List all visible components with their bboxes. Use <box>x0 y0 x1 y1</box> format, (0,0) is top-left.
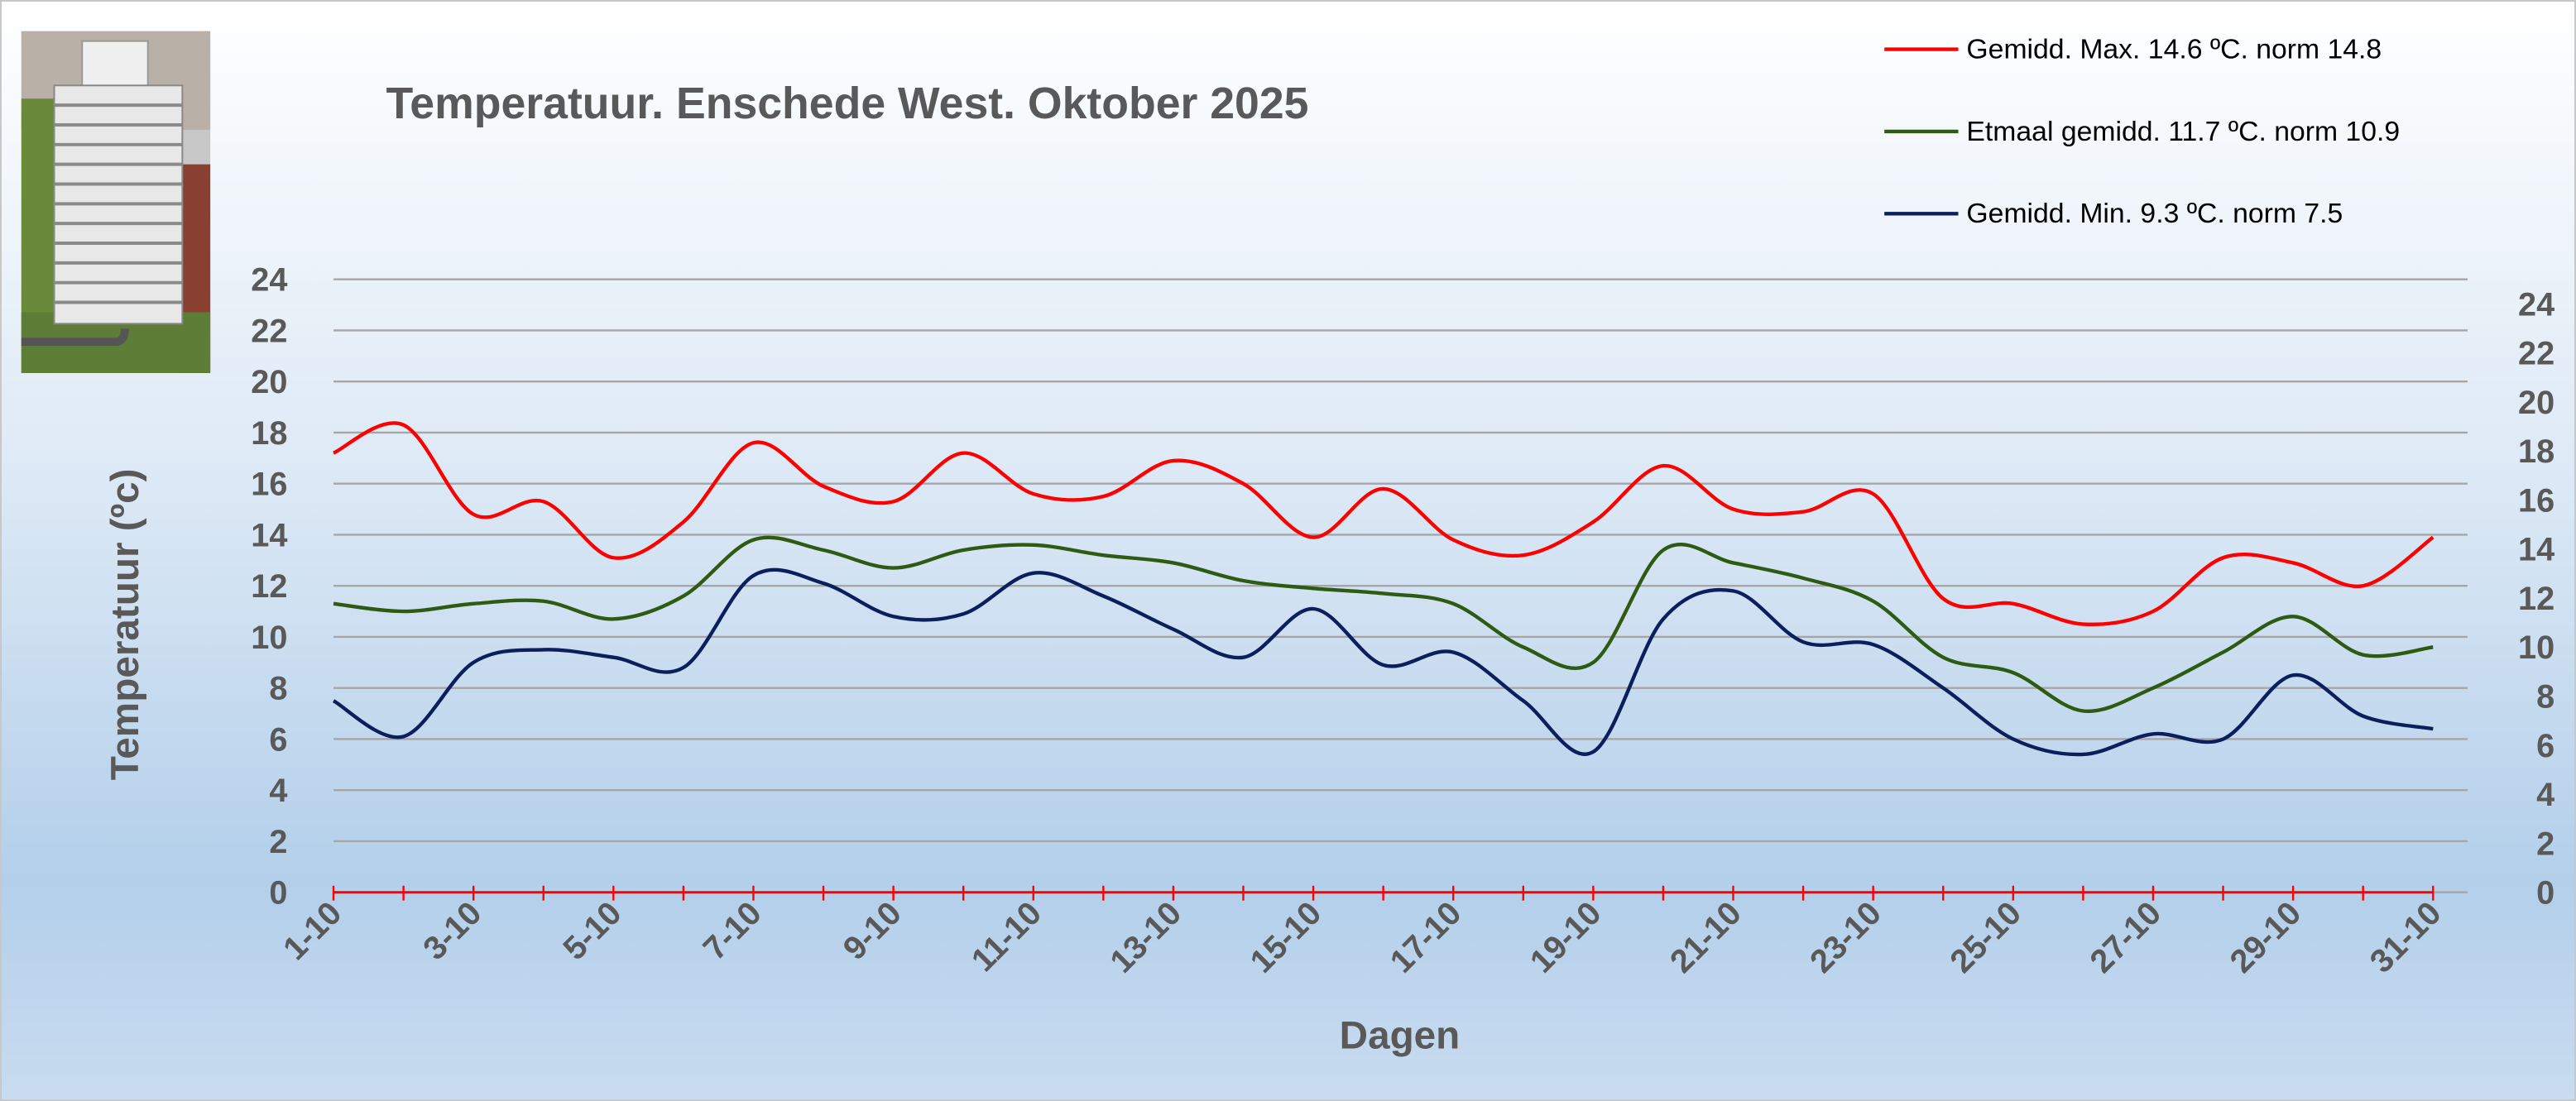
line-series <box>333 421 2434 627</box>
y2-tick-label: 10 <box>2518 629 2554 666</box>
y2-tick-label: 0 <box>2536 875 2554 912</box>
y2-tick-label: 22 <box>2518 336 2554 372</box>
y2-tick-label: 4 <box>2536 777 2554 813</box>
y-tick-label: 10 <box>251 620 287 656</box>
y-tick-label: 4 <box>269 773 287 809</box>
y-tick-label: 20 <box>251 364 287 400</box>
y-tick-label: 2 <box>269 824 287 860</box>
y2-tick-label: 24 <box>2518 286 2554 323</box>
photo <box>21 31 211 373</box>
y2-tick-label: 16 <box>2518 482 2554 519</box>
legend-label: Gemidd. Max. 14.6 ºC. norm 14.8 <box>1966 33 2382 65</box>
y2-tick-label: 2 <box>2536 826 2554 862</box>
y-tick-label: 24 <box>251 262 287 299</box>
y2-tick-label: 18 <box>2518 433 2554 470</box>
line-series <box>332 567 2434 757</box>
y-tick-label: 6 <box>269 721 287 758</box>
line-series <box>333 535 2434 713</box>
y2-tick-label: 12 <box>2518 581 2554 617</box>
y-tick-label: 14 <box>251 517 287 553</box>
y2-tick-label: 8 <box>2536 678 2554 715</box>
y2-tick-label: 6 <box>2536 728 2554 764</box>
chart-title: Temperatuur. Enschede West. Oktober 2025 <box>386 79 1309 128</box>
y-tick-label: 16 <box>251 467 287 503</box>
y-axis-label: Temperatuur (ºc) <box>103 469 147 781</box>
y-tick-label: 22 <box>251 313 287 349</box>
y-tick-label: 12 <box>251 568 287 605</box>
legend-label: Gemidd. Min. 9.3 ºC. norm 7.5 <box>1966 198 2343 229</box>
y-tick-label: 18 <box>251 415 287 452</box>
x-axis-label: Dagen <box>1340 1013 1461 1057</box>
y-tick-label: 0 <box>269 875 287 912</box>
y2-tick-label: 14 <box>2518 532 2554 568</box>
y2-tick-label: 20 <box>2518 385 2554 421</box>
y-tick-label: 8 <box>269 671 287 707</box>
legend-label: Etmaal gemidd. 11.7 ºC. norm 10.9 <box>1966 116 2400 147</box>
